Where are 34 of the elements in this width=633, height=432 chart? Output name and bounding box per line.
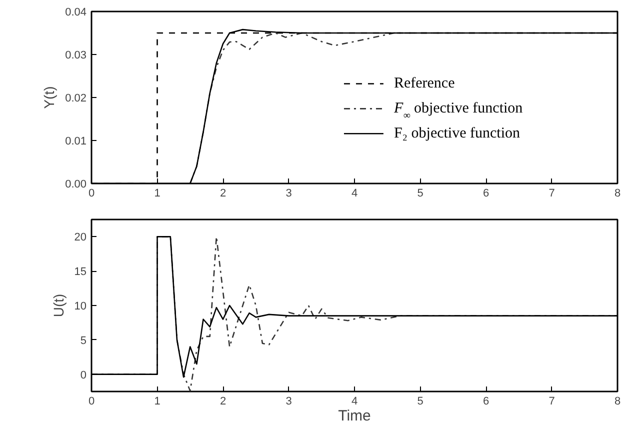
x-tick-label: 6 xyxy=(482,188,490,200)
x-tick-label: 3 xyxy=(286,396,292,408)
x-tick-label: 0 xyxy=(88,396,95,408)
x-tick-label: 1 xyxy=(154,396,160,408)
x-tick-label: 5 xyxy=(417,396,424,408)
y-tick-label: 0.01 xyxy=(65,136,87,148)
x-tick-label: 8 xyxy=(614,396,621,408)
x-tick-label: 4 xyxy=(351,396,358,408)
y-axis-title: Y(t) xyxy=(41,86,58,109)
y-tick-label: 0 xyxy=(80,369,87,382)
y-tick-label: 10 xyxy=(74,300,87,312)
x-tick-label: 7 xyxy=(548,396,555,408)
x-tick-label: 4 xyxy=(351,188,358,200)
y-tick-label: 15 xyxy=(74,266,87,278)
y-tick-label: 0.00 xyxy=(65,178,87,190)
x-tick-label: 2 xyxy=(220,188,226,200)
x-tick-label: 0 xyxy=(88,188,95,200)
x-tick-label: 3 xyxy=(286,188,292,200)
y-tick-label: 5 xyxy=(80,334,87,347)
legend-label: F₂ objective function xyxy=(394,126,520,142)
legend-label: Reference xyxy=(394,76,456,92)
x-tick-label: 7 xyxy=(548,188,555,200)
x-tick-label: 5 xyxy=(417,188,424,200)
y-tick-label: 20 xyxy=(74,232,87,244)
x-tick-label: 2 xyxy=(220,396,226,408)
x-tick-label: 6 xyxy=(482,396,490,408)
legend-label: F∞ objective function xyxy=(392,100,524,122)
y-tick-label: 0.02 xyxy=(65,92,87,104)
x-tick-label: 1 xyxy=(154,188,160,200)
x-tick-label: 8 xyxy=(614,188,621,200)
x-axis-title: Time xyxy=(338,408,371,424)
y-tick-label: 0.04 xyxy=(65,6,87,18)
y-axis-title: U(t) xyxy=(50,294,66,318)
y-tick-label: 0.03 xyxy=(65,50,87,62)
